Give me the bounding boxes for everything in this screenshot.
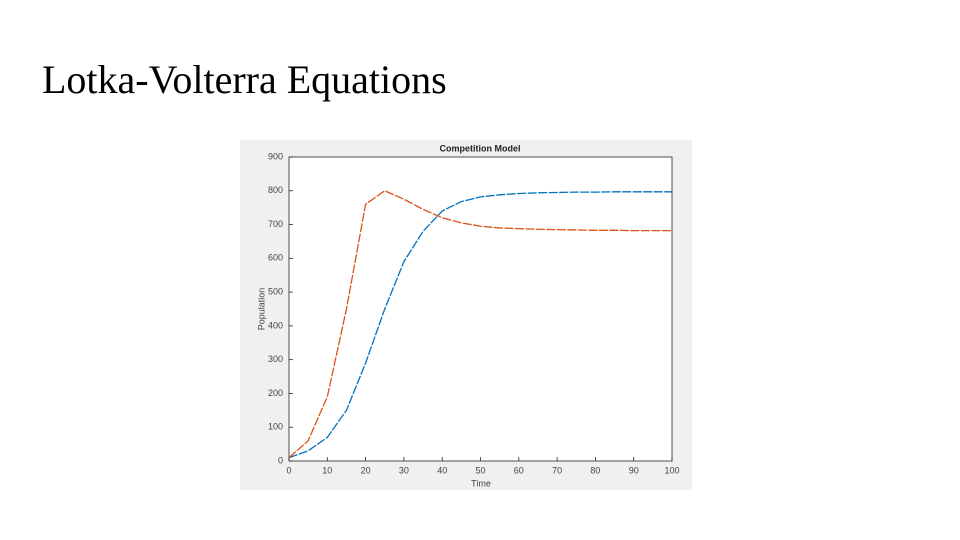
y-tick-label: 600	[268, 253, 283, 263]
y-tick-label: 0	[278, 455, 283, 465]
x-tick-label: 60	[514, 465, 524, 475]
y-tick-label: 400	[268, 320, 283, 330]
slide-title: Lotka-Volterra Equations	[42, 57, 447, 102]
x-tick-label: 30	[399, 465, 409, 475]
series-line	[288, 190, 672, 459]
chart-title: Competition Model	[440, 143, 521, 153]
x-tick-label: 90	[629, 465, 639, 475]
y-tick-label: 300	[268, 354, 283, 364]
y-tick-label: 700	[268, 219, 283, 229]
x-tick-label: 0	[286, 465, 291, 475]
y-tick-label: 100	[268, 422, 283, 432]
y-tick-label: 200	[268, 388, 283, 398]
x-tick-label: 100	[664, 465, 679, 475]
x-tick-label: 20	[361, 465, 371, 475]
series-line	[288, 191, 672, 459]
plot-area	[288, 156, 673, 462]
y-tick-label: 800	[268, 185, 283, 195]
x-tick-label: 80	[590, 465, 600, 475]
x-tick-label: 50	[475, 465, 485, 475]
x-axis-label: Time	[471, 478, 491, 488]
x-tick-label: 70	[552, 465, 562, 475]
y-axis-label: Population	[256, 288, 266, 331]
x-tick-label: 40	[437, 465, 447, 475]
x-tick-label: 10	[322, 465, 332, 475]
y-tick-label: 900	[268, 151, 283, 161]
y-tick-label: 500	[268, 286, 283, 296]
